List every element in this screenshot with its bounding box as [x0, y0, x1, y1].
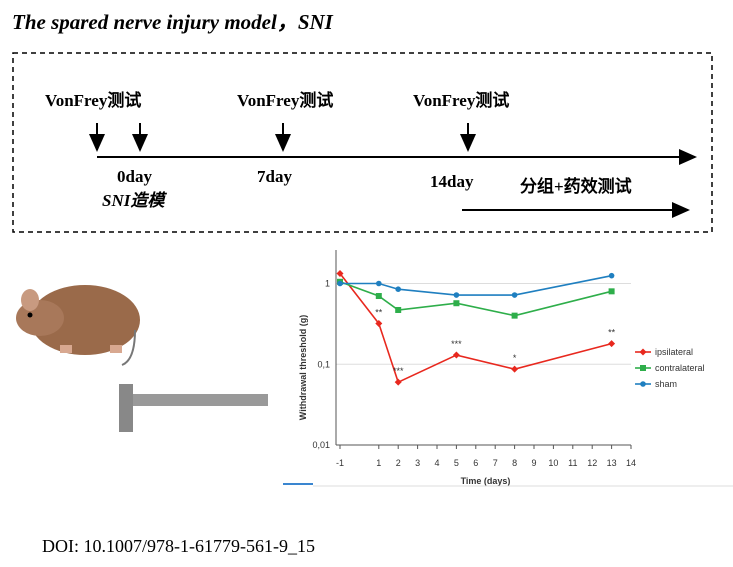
series-line	[339, 281, 612, 317]
point	[395, 286, 402, 293]
point	[608, 288, 615, 295]
point	[511, 292, 518, 298]
point	[608, 272, 615, 279]
treatment-label: 分组+药效测试	[520, 176, 632, 196]
legend-label: sham	[655, 379, 677, 389]
x-tick-label: 6	[473, 458, 478, 468]
x-tick-label: 2	[396, 458, 401, 468]
point	[511, 365, 519, 373]
x-tick-label: 14	[626, 458, 636, 468]
y-axis-label: Withdrawal threshold (g)	[298, 315, 308, 420]
day-label: 0day	[117, 167, 152, 186]
test-label: VonFrey测试	[413, 90, 509, 110]
y-tick-label: 0,01	[312, 440, 330, 450]
rat-illustration	[16, 285, 268, 432]
x-tick-label: 9	[531, 458, 536, 468]
point	[640, 365, 646, 371]
test-label: VonFrey测试	[45, 90, 141, 110]
significance-label: ***	[451, 339, 462, 349]
test-arrows	[89, 123, 697, 218]
point	[639, 348, 647, 356]
series-line	[340, 274, 612, 296]
day-label: 7day	[257, 167, 292, 186]
point	[453, 300, 460, 307]
doi: DOI: 10.1007/978-1-61779-561-9_15	[42, 536, 315, 556]
point	[395, 306, 402, 313]
x-tick-label: 1	[376, 458, 381, 468]
point	[394, 378, 402, 386]
x-tick-label: 7	[493, 458, 498, 468]
x-tick-label: 4	[434, 458, 439, 468]
point	[376, 280, 382, 287]
surgery-label: SNI造模	[102, 191, 167, 210]
y-tick-label: 0,1	[317, 359, 330, 369]
legend-label: contralateral	[655, 363, 705, 373]
y-tick-label: 1	[325, 279, 330, 289]
point	[337, 280, 343, 287]
point	[511, 312, 518, 319]
significance-label: *	[513, 353, 517, 363]
point	[608, 340, 616, 348]
title: The spared nerve injury model，SNI	[12, 10, 334, 34]
x-tick-label: 5	[454, 458, 459, 468]
series-line	[339, 273, 612, 384]
x-tick-label: 3	[415, 458, 420, 468]
point	[375, 293, 382, 300]
point	[452, 351, 460, 359]
x-tick-label: 12	[587, 458, 597, 468]
point	[453, 292, 460, 298]
test-label: VonFrey测试	[237, 90, 333, 110]
significance-label: ***	[393, 366, 404, 376]
significance-label: **	[375, 307, 383, 317]
x-axis-label: Time (days)	[461, 476, 511, 486]
x-tick-label: 10	[548, 458, 558, 468]
timeline-box	[12, 52, 713, 233]
day-label: 14day	[430, 172, 474, 191]
x-tick-label: 11	[568, 458, 577, 468]
x-tick-label: -1	[336, 458, 344, 468]
x-tick-label: 8	[512, 458, 517, 468]
significance-label: **	[608, 328, 616, 338]
legend-label: ipsilateral	[655, 347, 693, 357]
x-tick-label: 13	[607, 458, 617, 468]
point	[375, 319, 383, 327]
point	[640, 381, 646, 387]
point	[336, 270, 344, 278]
